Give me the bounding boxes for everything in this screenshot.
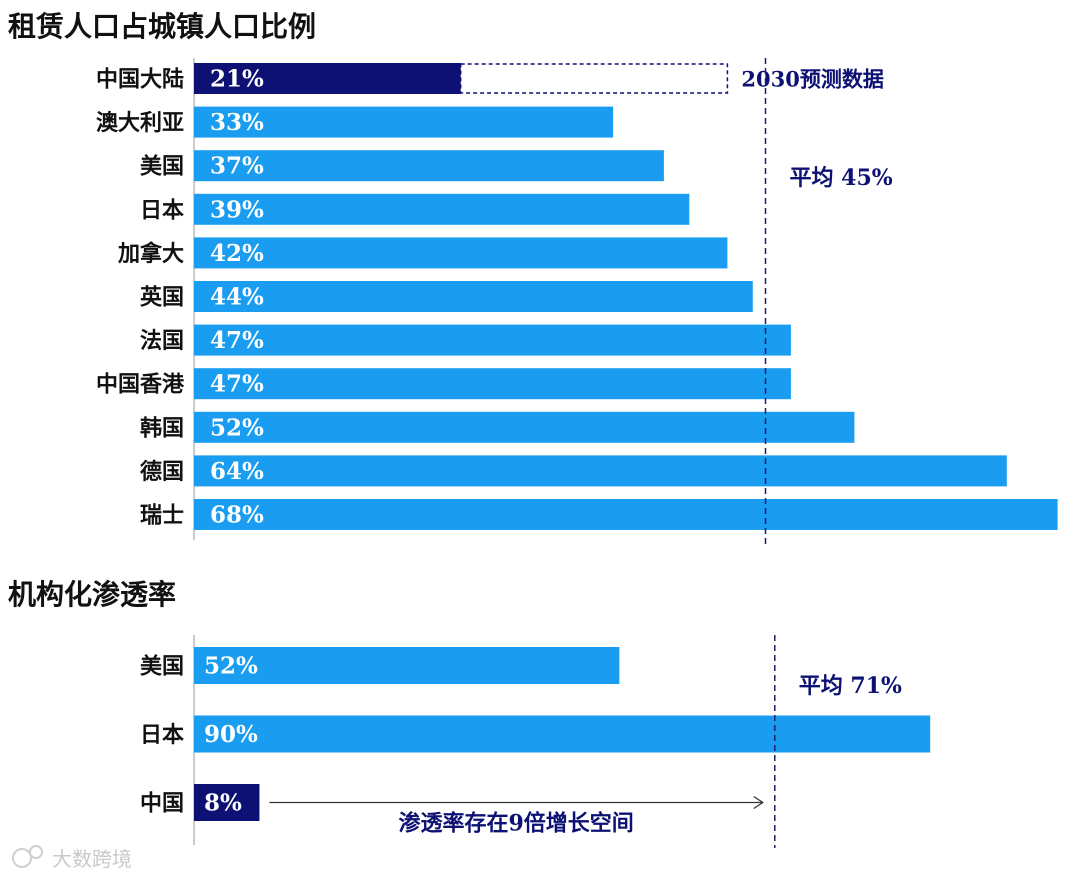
chart1-category-label: 韩国: [140, 415, 184, 441]
chart1-bar: [194, 63, 461, 94]
chart2-institutional-penetration: 美国 52% 日本 90% 中国 8% 平均 71% 渗透率存在9倍增长空间: [140, 635, 931, 848]
chart1-bar: [194, 106, 614, 138]
chart1-category-label: 英国: [140, 285, 184, 311]
chart1-bar: [194, 411, 855, 443]
chart1-bar: [194, 455, 1007, 487]
chart1-bar: [194, 499, 1058, 530]
chart2-bar: [194, 647, 620, 684]
chart1-bar: [194, 281, 753, 312]
chart1-category-label: 中国香港: [96, 372, 185, 398]
chart1-bar: [194, 368, 791, 400]
chart2-value-label: 52%: [204, 653, 258, 680]
chart1-value-label: 37%: [210, 153, 264, 180]
chart2-annotation-label: 渗透率存在9倍增长空间: [398, 811, 633, 837]
chart1-category-label: 美国: [140, 154, 184, 180]
chart2-title: 机构化渗透率: [8, 578, 176, 611]
chart2-value-label: 8%: [204, 790, 242, 817]
chart1-category-label: 澳大利亚: [96, 110, 184, 136]
chart1-category-label: 瑞士: [140, 503, 184, 529]
chart1-value-label: 47%: [210, 371, 264, 398]
chart2-average-label: 平均 71%: [799, 673, 902, 699]
chart2-value-label: 90%: [204, 721, 258, 748]
chart1-bar: [194, 193, 690, 225]
chart1-value-label: 64%: [210, 458, 264, 485]
chart1-category-label: 加拿大: [117, 241, 184, 267]
chart1-forecast-bar: [459, 63, 729, 94]
watermark: 大数跨境: [12, 845, 132, 871]
watermark-text: 大数跨境: [52, 847, 132, 871]
chart1-title: 租赁人口占城镇人口比例: [8, 10, 316, 43]
chart2-annotation-arrowhead-icon: [753, 796, 764, 809]
chart1-value-label: 42%: [210, 240, 264, 267]
chart1-bar: [194, 237, 728, 269]
watermark-logo-dot-icon: [29, 845, 43, 859]
chart1-value-label: 52%: [210, 414, 264, 441]
chart1-category-label: 中国大陆: [96, 67, 184, 93]
chart2-category-label: 日本: [140, 722, 184, 748]
chart1-value-label: 21%: [210, 66, 264, 93]
chart2-category-label: 美国: [140, 654, 184, 680]
chart1-average-label: 平均 45%: [790, 165, 893, 191]
chart1-bar: [194, 324, 791, 356]
chart1-value-label: 44%: [210, 284, 264, 311]
chart1-category-label: 日本: [140, 197, 184, 223]
chart1-forecast-label: 2030预测数据: [741, 67, 883, 92]
chart1-value-label: 68%: [210, 502, 264, 529]
chart2-bar: [194, 784, 260, 821]
chart1-value-label: 33%: [210, 109, 264, 136]
watermark-logo-icon: [12, 848, 32, 868]
chart1-category-label: 德国: [140, 459, 184, 485]
chart2-bar: [194, 715, 931, 753]
chart2-category-label: 中国: [140, 791, 184, 817]
chart1-bar: [194, 150, 664, 182]
chart1-value-label: 47%: [210, 327, 264, 354]
chart1-category-label: 法国: [140, 328, 184, 354]
chart1-value-label: 39%: [210, 196, 264, 223]
